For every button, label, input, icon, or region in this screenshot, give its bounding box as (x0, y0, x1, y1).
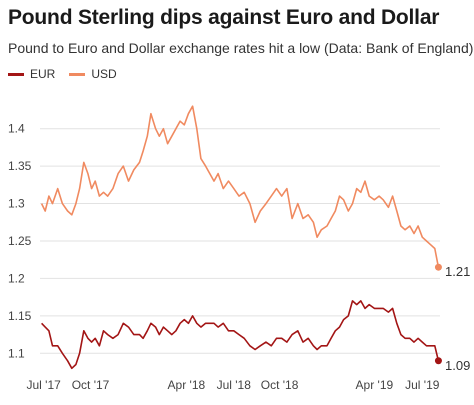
y-tick-label-4: 1.3 (8, 197, 25, 211)
y-tick-label-6: 1.4 (8, 122, 25, 136)
y-tick-label-1: 1.15 (8, 309, 32, 323)
series-line-usd (40, 105, 440, 268)
chart-title: Pound Sterling dips against Euro and Dol… (8, 6, 440, 29)
x-tick-label-5: Apr '19 (356, 378, 394, 392)
legend-swatch-eur (8, 72, 24, 76)
x-tick-label-1: Oct '17 (72, 378, 110, 392)
x-tick-label-4: Oct '18 (261, 378, 299, 392)
chart-subtitle: Pound to Euro and Dollar exchange rates … (8, 40, 474, 56)
series-end-label-usd: 1.21 (445, 264, 470, 279)
y-tick-label-2: 1.2 (8, 271, 25, 285)
legend-item-usd: USD (69, 67, 117, 81)
legend-label-eur: EUR (30, 67, 56, 81)
legend: EUR USD (8, 66, 131, 82)
series-end-marker-usd (434, 263, 442, 271)
legend-item-eur: EUR (8, 67, 55, 81)
series-end-marker-eur (434, 357, 442, 365)
x-tick-label-6: Jul '19 (405, 378, 440, 392)
x-tick-label-3: Jul '18 (217, 378, 252, 392)
x-tick-label-0: Jul '17 (26, 378, 61, 392)
series-line-eur (41, 300, 440, 370)
legend-swatch-usd (69, 72, 86, 76)
y-tick-label-0: 1.1 (8, 346, 25, 360)
y-tick-label-5: 1.35 (8, 159, 32, 173)
x-tick-label-2: Apr '18 (168, 378, 206, 392)
legend-label-usd: USD (91, 67, 117, 81)
series-end-label-eur: 1.09 (445, 358, 470, 373)
y-tick-label-3: 1.25 (8, 234, 32, 248)
